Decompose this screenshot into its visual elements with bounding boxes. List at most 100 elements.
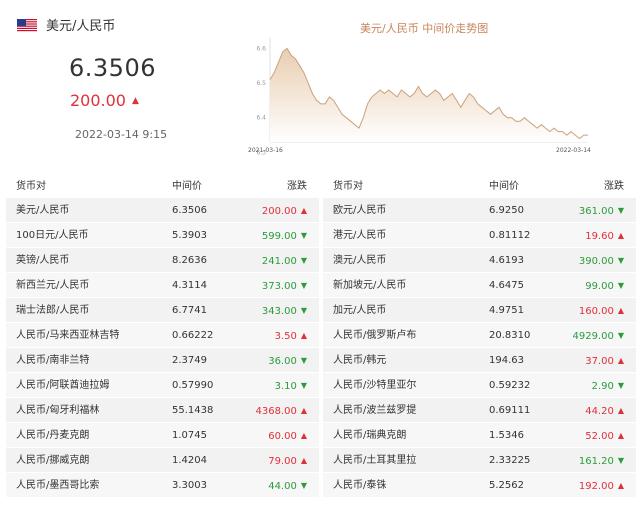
table-row[interactable]: 港元/人民币 0.81112 19.60 ▲: [323, 223, 636, 248]
table-row[interactable]: 欧元/人民币 6.9250 361.00 ▼: [323, 198, 636, 223]
currency-pair[interactable]: 人民币/沙特里亚尔: [333, 380, 417, 391]
rate-table-right: 货币对 中间价 涨跌 欧元/人民币 6.9250 361.00 ▼ 港元/人民币 0.81…: [323, 174, 636, 498]
up-arrow-icon: ▲: [617, 406, 624, 415]
price-change-value: 373.00: [261, 281, 297, 292]
price-change: 160.00 ▲: [579, 298, 624, 324]
currency-pair[interactable]: 人民币/南非兰特: [16, 355, 90, 366]
currency-pair[interactable]: 100日元/人民币: [16, 230, 89, 241]
down-arrow-icon: ▼: [300, 231, 307, 240]
currency-pair[interactable]: 澳元/人民币: [333, 255, 387, 266]
table-row[interactable]: 人民币/俄罗斯卢布 20.8310 4929.00 ▼: [323, 323, 636, 348]
mid-price: 6.3506: [172, 205, 207, 216]
price-change-value: 343.00: [261, 306, 297, 317]
table-row[interactable]: 人民币/瑞典克朗 1.5346 52.00 ▲: [323, 423, 636, 448]
price-change: 79.00 ▲: [268, 448, 307, 474]
currency-pair[interactable]: 欧元/人民币: [333, 205, 387, 216]
mid-price: 0.69111: [489, 405, 531, 416]
table-row[interactable]: 人民币/波兰兹罗提 0.69111 44.20 ▲: [323, 398, 636, 423]
table-row[interactable]: 瑞士法郎/人民币 6.7741 343.00 ▼: [6, 298, 319, 323]
currency-pair[interactable]: 人民币/波兰兹罗提: [333, 405, 417, 416]
down-arrow-icon: ▼: [300, 306, 307, 315]
mid-price: 2.3749: [172, 355, 207, 366]
table-row[interactable]: 人民币/匈牙利福林 55.1438 4368.00 ▲: [6, 398, 319, 423]
currency-pair[interactable]: 美元/人民币: [16, 205, 70, 216]
y-tick-label: 6.5: [256, 80, 266, 87]
price-change: 390.00 ▼: [579, 248, 624, 274]
table-row[interactable]: 人民币/墨西哥比索 3.3003 44.00 ▼: [6, 473, 319, 498]
table-row[interactable]: 英镑/人民币 8.2636 241.00 ▼: [6, 248, 319, 273]
y-tick-label: 6.6: [256, 45, 266, 52]
current-rate: 6.3506: [69, 54, 156, 82]
up-arrow-icon: ▲: [131, 96, 139, 106]
currency-pair[interactable]: 人民币/阿联酋迪拉姆: [16, 380, 110, 391]
currency-pair[interactable]: 新加坡元/人民币: [333, 280, 407, 291]
table-row[interactable]: 人民币/泰铢 5.2562 192.00 ▲: [323, 473, 636, 498]
price-change: 2.90 ▼: [592, 373, 624, 399]
table-row[interactable]: 人民币/韩元 194.63 37.00 ▲: [323, 348, 636, 373]
table-row[interactable]: 美元/人民币 6.3506 200.00 ▲: [6, 198, 319, 223]
price-change: 4929.00 ▼: [572, 323, 624, 349]
down-arrow-icon: ▼: [617, 281, 624, 290]
table-row[interactable]: 澳元/人民币 4.6193 390.00 ▼: [323, 248, 636, 273]
price-change: 373.00 ▼: [262, 273, 307, 299]
currency-pair[interactable]: 英镑/人民币: [16, 255, 70, 266]
us-flag-icon: [17, 19, 37, 32]
table-row[interactable]: 人民币/挪威克朗 1.4204 79.00 ▲: [6, 448, 319, 473]
currency-pair[interactable]: 人民币/马来西亚林吉特: [16, 330, 120, 341]
mid-price: 4.9751: [489, 305, 524, 316]
currency-pair[interactable]: 港元/人民币: [333, 230, 387, 241]
down-arrow-icon: ▼: [300, 356, 307, 365]
price-change-value: 44.20: [585, 406, 614, 417]
currency-pair[interactable]: 人民币/丹麦克朗: [16, 430, 90, 441]
currency-pair[interactable]: 人民币/土耳其里拉: [333, 455, 417, 466]
currency-pair[interactable]: 加元/人民币: [333, 305, 387, 316]
table-row[interactable]: 人民币/丹麦克朗 1.0745 60.00 ▲: [6, 423, 319, 448]
currency-pair[interactable]: 人民币/瑞典克朗: [333, 430, 407, 441]
price-change-value: 161.20: [578, 456, 614, 467]
up-arrow-icon: ▲: [617, 231, 624, 240]
price-change-value: 241.00: [261, 256, 297, 267]
trend-line: [269, 47, 588, 140]
price-change-value: 3.10: [274, 381, 297, 392]
table-row[interactable]: 人民币/马来西亚林吉特 0.66222 3.50 ▲: [6, 323, 319, 348]
up-arrow-icon: ▲: [300, 431, 307, 440]
price-change: 99.00 ▼: [585, 273, 624, 299]
rate-table-left: 货币对 中间价 涨跌 美元/人民币 6.3506 200.00 ▲ 100日元/人民币 5…: [6, 174, 319, 498]
currency-pair[interactable]: 人民币/泰铢: [333, 480, 387, 491]
table-row[interactable]: 人民币/阿联酋迪拉姆 0.57990 3.10 ▼: [6, 373, 319, 398]
table-row[interactable]: 人民币/土耳其里拉 2.33225 161.20 ▼: [323, 448, 636, 473]
down-arrow-icon: ▼: [617, 456, 624, 465]
currency-pair[interactable]: 瑞士法郎/人民币: [16, 305, 90, 316]
header-mid: 中间价: [172, 181, 202, 192]
currency-pair[interactable]: 新西兰元/人民币: [16, 280, 90, 291]
rate-change-value: 200.00: [70, 91, 126, 110]
table-row[interactable]: 人民币/南非兰特 2.3749 36.00 ▼: [6, 348, 319, 373]
mid-price: 5.3903: [172, 230, 207, 241]
currency-pair[interactable]: 人民币/挪威克朗: [16, 455, 90, 466]
up-arrow-icon: ▲: [617, 356, 624, 365]
chart-end-date: 2022-03-14: [556, 147, 591, 154]
mid-price: 194.63: [489, 355, 524, 366]
price-change: 241.00 ▼: [262, 248, 307, 274]
price-change-value: 52.00: [585, 431, 614, 442]
chart-title: 美元/人民币 中间价走势图: [360, 22, 489, 35]
up-arrow-icon: ▲: [617, 481, 624, 490]
mid-price: 0.81112: [489, 230, 531, 241]
pair-title: 美元/人民币: [46, 19, 116, 34]
header-pair: 货币对: [333, 181, 363, 192]
table-row[interactable]: 100日元/人民币 5.3903 599.00 ▼: [6, 223, 319, 248]
table-row[interactable]: 人民币/沙特里亚尔 0.59232 2.90 ▼: [323, 373, 636, 398]
price-change-value: 3.50: [274, 331, 297, 342]
table-row[interactable]: 加元/人民币 4.9751 160.00 ▲: [323, 298, 636, 323]
table-row[interactable]: 新西兰元/人民币 4.3114 373.00 ▼: [6, 273, 319, 298]
rate-change: 200.00 ▲: [70, 91, 139, 110]
price-change-value: 192.00: [578, 481, 614, 492]
currency-pair[interactable]: 人民币/墨西哥比索: [16, 480, 100, 491]
header-change: 涨跌: [287, 181, 307, 192]
price-change-value: 36.00: [268, 356, 297, 367]
currency-pair[interactable]: 人民币/匈牙利福林: [16, 405, 100, 416]
currency-pair[interactable]: 人民币/俄罗斯卢布: [333, 330, 417, 341]
mid-price: 5.2562: [489, 480, 524, 491]
table-row[interactable]: 新加坡元/人民币 4.6475 99.00 ▼: [323, 273, 636, 298]
currency-pair[interactable]: 人民币/韩元: [333, 355, 387, 366]
